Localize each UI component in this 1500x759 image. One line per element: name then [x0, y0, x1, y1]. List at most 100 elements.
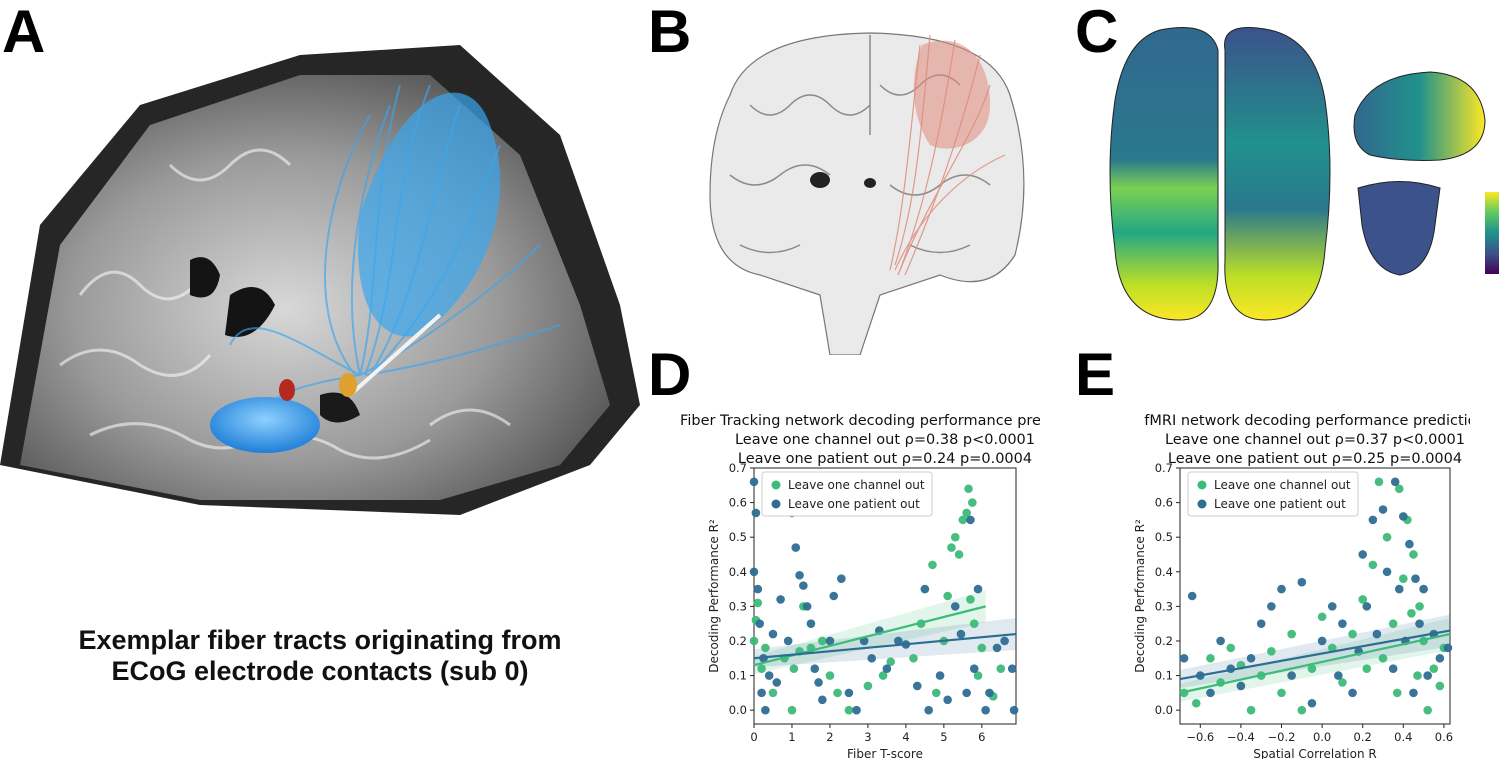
scatter-point: [1405, 539, 1414, 549]
lateral-view: [1353, 71, 1486, 161]
scatter-point: [962, 508, 971, 518]
scatter-point: [761, 705, 770, 715]
scatter-point: [751, 508, 761, 518]
scatter-point: [1009, 705, 1019, 715]
scatter-point: [749, 477, 759, 487]
scatter-point: [810, 664, 820, 673]
scatter-point: [968, 498, 977, 507]
scatter-point: [1372, 629, 1382, 639]
panel-letter-e: E: [1075, 341, 1116, 408]
scatter-point: [1226, 643, 1236, 653]
x-axis-label: Spatial Correlation R: [1253, 747, 1376, 759]
scatter-point: [791, 543, 801, 552]
scatter-point: [1390, 477, 1400, 487]
confidence-band: [754, 618, 1016, 668]
scatter-point: [1415, 619, 1424, 628]
scatter-point: [755, 619, 764, 628]
scatter-point: [928, 560, 937, 570]
y-tick-label: 0.2: [1155, 634, 1173, 648]
chart-title-line: Fiber Tracking network decoding performa…: [680, 413, 1040, 429]
scatter-point: [969, 664, 979, 673]
left-hemisphere: [1109, 27, 1219, 321]
y-axis-label: Decoding Performance R²: [1133, 519, 1147, 673]
legend-label: Leave one patient out: [1214, 497, 1346, 511]
scatter-point: [958, 515, 968, 525]
x-tick-label: 0.2: [1354, 730, 1372, 744]
scatter-point: [806, 619, 816, 628]
cortical-surface-map: [1109, 27, 1499, 321]
y-tick-label: 0.6: [1155, 496, 1173, 510]
y-axis-label: Decoding Performance R²: [707, 519, 721, 673]
y-tick-label: 0.3: [729, 599, 747, 613]
scatter-point: [1399, 512, 1408, 521]
scatter-point: [1394, 484, 1404, 494]
scatter-point: [768, 629, 778, 639]
legend-marker: [1197, 480, 1207, 490]
scatter-point: [837, 574, 846, 584]
scatter-point: [844, 705, 854, 715]
scatter-point: [1191, 698, 1201, 708]
scatter-point: [1374, 477, 1384, 487]
scatter-point: [1413, 671, 1422, 680]
scatter-point: [1216, 636, 1225, 646]
scatter-point: [992, 643, 1002, 653]
scatter-point: [977, 643, 987, 653]
x-tick-label: 2: [826, 730, 833, 744]
legend-box: [1187, 471, 1359, 517]
scatter-point: [1334, 671, 1343, 680]
scatter-point: [962, 688, 971, 698]
scatter-point: [981, 705, 990, 715]
scatter-point: [956, 629, 966, 639]
scatter-point: [1392, 688, 1402, 698]
red-structure: [279, 379, 295, 401]
scatter-point: [799, 581, 808, 590]
chart-title-line: fMRI network decoding performance predic…: [1144, 413, 1470, 429]
regression-line: [753, 632, 1017, 660]
scatter-point: [1407, 608, 1416, 618]
fiber-bundle: [229, 84, 561, 426]
scatter-point: [863, 681, 873, 691]
scatter-point: [787, 705, 797, 715]
scatter-point: [969, 619, 979, 628]
scatter-point: [783, 636, 793, 646]
caption-line-1: Exemplar fiber tracts originating from: [78, 625, 562, 655]
scatter-point: [1246, 653, 1256, 663]
legend-marker: [771, 499, 781, 509]
scatter-point: [912, 681, 922, 691]
x-tick-label: 1: [788, 730, 795, 744]
panel-letter-b: B: [648, 0, 692, 65]
scatter-point: [825, 636, 835, 646]
scatter-point: [825, 671, 835, 680]
scatter-point: [1358, 595, 1368, 604]
scatter-point: [1327, 643, 1337, 653]
scatter-point: [1236, 681, 1246, 691]
scatter-chart-fmri: fMRI network decoding performance predic…: [1133, 413, 1470, 759]
scatter-chart-fiber: Fiber Tracking network decoding performa…: [680, 413, 1040, 759]
y-tick-label: 0.4: [1155, 565, 1173, 579]
scatter-point: [802, 602, 812, 611]
scatter-point: [789, 664, 799, 673]
scatter-point: [1429, 664, 1439, 673]
scatter-point: [1419, 584, 1428, 594]
scatter-point: [795, 570, 804, 580]
scatter-point: [964, 484, 973, 494]
scatter-point: [1307, 698, 1317, 708]
scatter-point: [1362, 664, 1372, 673]
cerebellum-flatmap: [1357, 181, 1441, 276]
chart-title-line: Leave one patient out ρ=0.24 p=0.0004: [738, 451, 1032, 467]
scatter-point: [753, 598, 763, 608]
scatter-point: [1399, 574, 1408, 584]
legend-marker: [1197, 499, 1207, 509]
y-tick-label: 0.5: [1155, 530, 1173, 544]
scatter-point: [1435, 653, 1445, 663]
scatter-point: [943, 591, 952, 601]
legend-label: Leave one patient out: [788, 497, 920, 511]
scatter-point: [1382, 567, 1392, 577]
scatter-point: [1409, 688, 1418, 698]
y-tick-label: 0.7: [1155, 461, 1173, 475]
x-tick-label: 0: [750, 730, 757, 744]
scatter-point: [950, 602, 960, 611]
scatter-point: [943, 695, 952, 705]
x-tick-label: 4: [902, 730, 909, 744]
scatter-point: [1388, 664, 1398, 673]
